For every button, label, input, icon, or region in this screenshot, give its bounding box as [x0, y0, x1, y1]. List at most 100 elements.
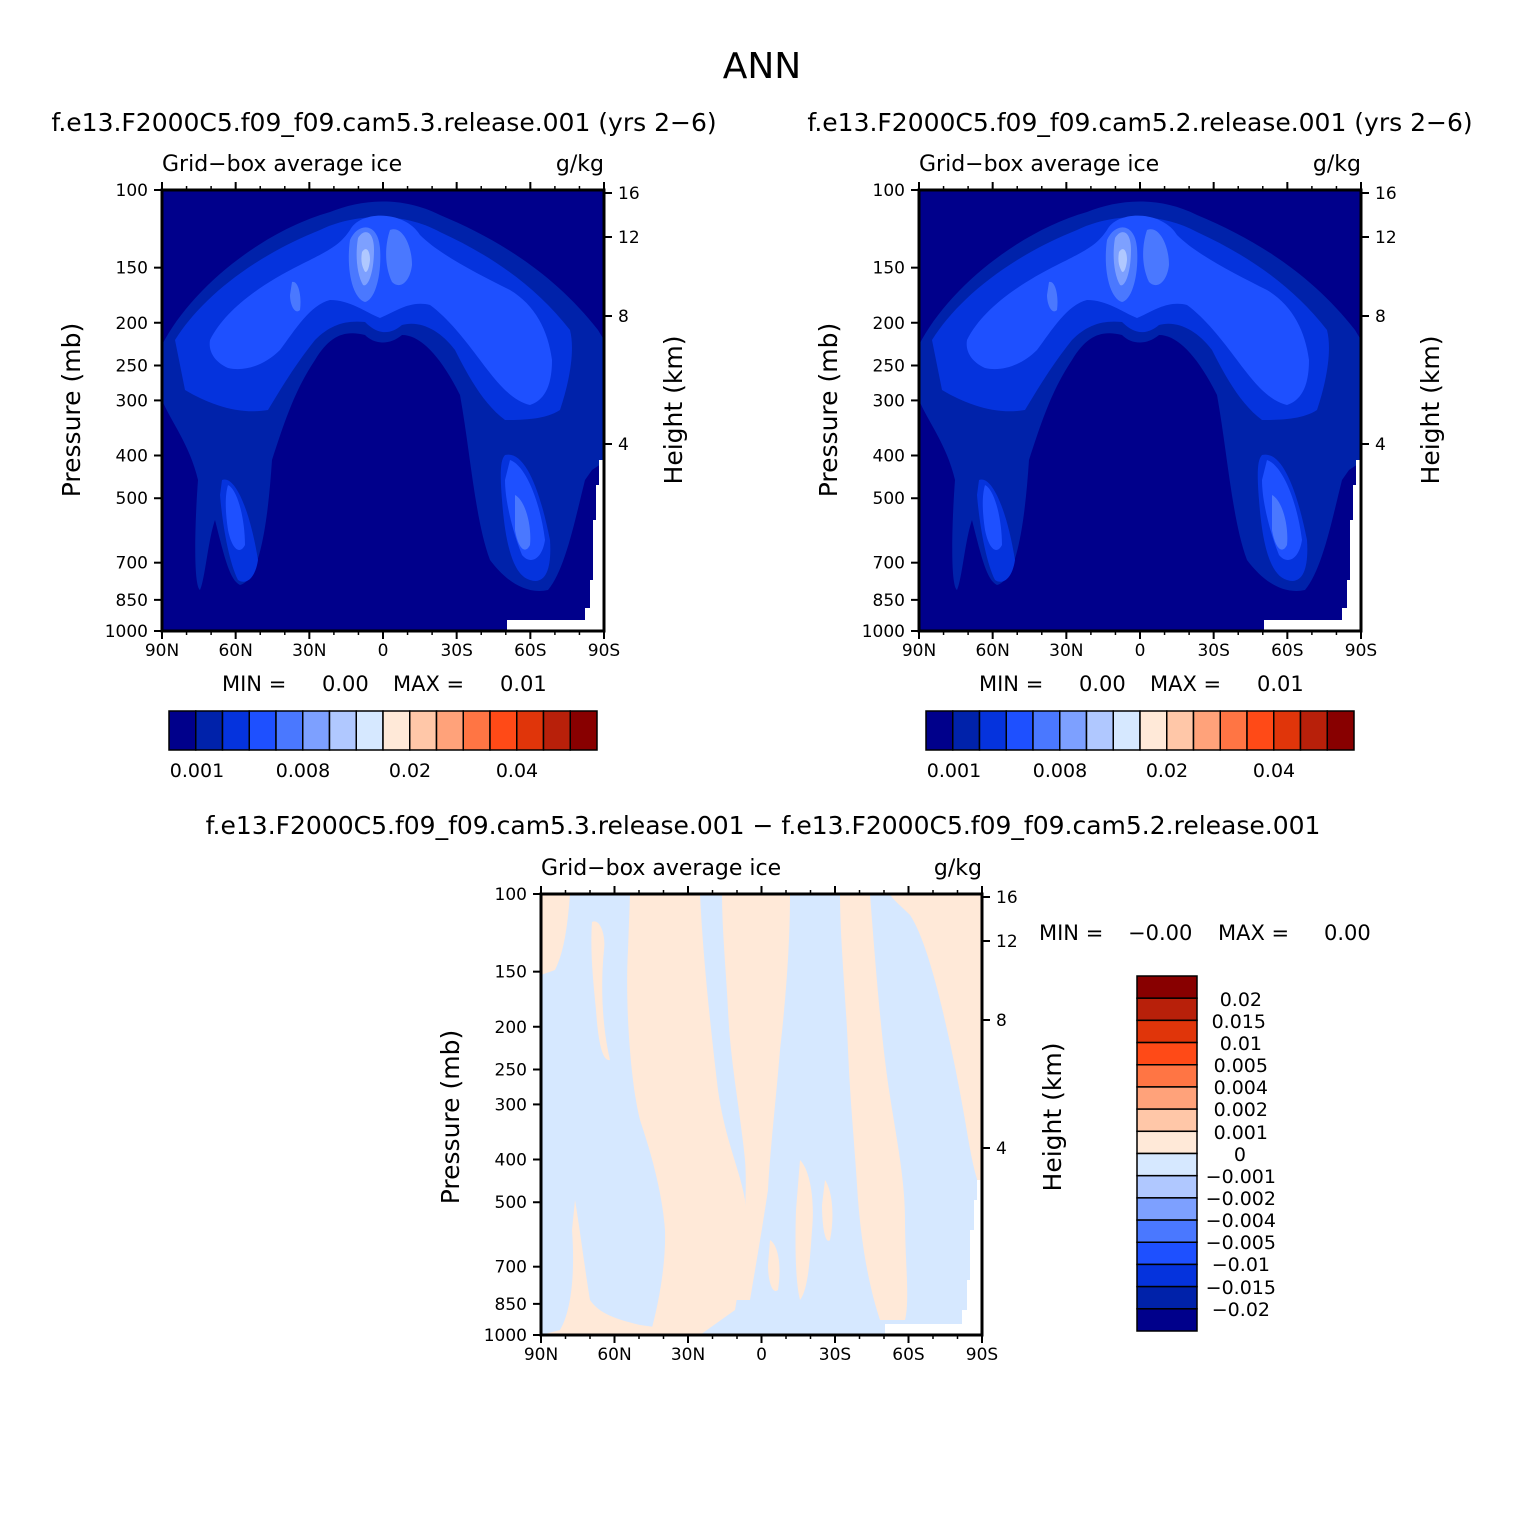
x-tick-label: 90S: [966, 1345, 998, 1365]
x-tick-label: 90S: [588, 641, 620, 661]
panel-3-min-label: MIN =: [1039, 921, 1103, 945]
panel-3-colorbar-label: 0.004: [1214, 1077, 1268, 1099]
x-tick-label: 30N: [671, 1345, 705, 1365]
colorbar-swatch: [1192, 710, 1221, 751]
x-tick-label: 0: [756, 1345, 767, 1365]
panel-1-level-6: [361, 249, 370, 272]
colorbar-swatch: [569, 710, 598, 751]
y2-tick-label: 16: [618, 184, 640, 204]
x-tick-label: 60S: [514, 641, 546, 661]
panel-1-colorbar-label: 0.001: [170, 760, 224, 782]
panel-2-min-label: MIN =: [979, 672, 1043, 696]
panel-2-colorbar-label: 0.04: [1253, 760, 1295, 782]
panel-3-positive-region: [890, 894, 982, 1190]
y2-tick-label: 8: [1375, 307, 1386, 327]
panel-2-units-label: g/kg: [1313, 152, 1361, 177]
colorbar-swatch: [516, 710, 545, 751]
panel-3-colorbar-labels: 0.02 0.015 0.01 0.005 0.004 0.002 0.001 …: [1206, 989, 1276, 1321]
panel-2-contour-field: [919, 190, 1361, 631]
y-tick-label: 250: [495, 1060, 527, 1080]
y-tick-label: 200: [495, 1018, 527, 1038]
y-tick-label: 300: [873, 391, 905, 411]
panel-3-positive-region: [840, 894, 908, 1320]
colorbar-swatch: [409, 710, 438, 751]
panel-3-colorbar-label: −0.015: [1206, 1277, 1276, 1299]
panel-3-colorbar-label: 0.002: [1214, 1099, 1268, 1121]
colorbar-swatch: [1136, 1019, 1198, 1044]
panel-2-case-title: f.e13.F2000C5.f09_f09.cam5.2.release.001…: [807, 108, 1472, 137]
colorbar-swatch: [1059, 710, 1088, 751]
panel-1-variable-label: Grid−box average ice: [162, 152, 402, 177]
colorbar-swatch: [355, 710, 384, 751]
colorbar-swatch: [1139, 710, 1168, 751]
colorbar-swatch: [195, 710, 224, 751]
panel-3-ylabel: Pressure (mb): [436, 1030, 465, 1204]
colorbar-swatch: [275, 710, 304, 751]
y-tick-label: 500: [495, 1193, 527, 1213]
colorbar-swatch: [248, 710, 277, 751]
x-tick-label: 30S: [440, 641, 472, 661]
panel-1-missing-region: [507, 460, 604, 631]
panel-1: f.e13.F2000C5.f09_f09.cam5.3.release.001…: [51, 108, 716, 782]
panel-2-variable-label: Grid−box average ice: [919, 152, 1159, 177]
x-tick-label: 60N: [597, 1345, 631, 1365]
colorbar-swatch: [1136, 997, 1198, 1022]
y-tick-label: 850: [116, 591, 148, 611]
y-tick-label: 1000: [105, 622, 148, 642]
panel-2: f.e13.F2000C5.f09_f09.cam5.2.release.001…: [807, 108, 1472, 782]
colorbar-swatch: [1136, 975, 1198, 999]
colorbar-swatch: [1032, 710, 1061, 751]
x-tick-label: 0: [378, 641, 389, 661]
y2-tick-label: 4: [1375, 435, 1386, 455]
colorbar-swatch: [1299, 710, 1328, 751]
panel-3-y2label: Height (km): [1038, 1043, 1067, 1192]
colorbar-swatch: [1246, 710, 1275, 751]
panel-2-level-6: [1118, 249, 1127, 272]
colorbar-swatch: [1136, 1086, 1198, 1110]
x-tick-label: 60N: [218, 641, 252, 661]
panel-3-colorbar-label: 0.001: [1214, 1122, 1268, 1144]
panel-3-colorbar-label: 0.02: [1220, 989, 1262, 1011]
colorbar-swatch: [1136, 1152, 1198, 1177]
colorbar-swatch: [1085, 710, 1114, 751]
colorbar-swatch: [1136, 1285, 1198, 1310]
panel-3-colorbar: [1136, 975, 1198, 1332]
panel-3-colorbar-label: 0: [1234, 1144, 1246, 1166]
panel-2-y2label: Height (km): [1416, 336, 1445, 485]
panel-3-colorbar-label: −0.01: [1212, 1254, 1270, 1276]
colorbar-swatch: [1136, 1263, 1198, 1288]
panel-2-colorbar-label: 0.02: [1146, 760, 1188, 782]
y-tick-label: 100: [495, 885, 527, 905]
y-tick-label: 400: [116, 447, 148, 467]
y-tick-label: 250: [116, 356, 148, 376]
x-tick-label: 30N: [1049, 641, 1083, 661]
panel-1-colorbar-label: 0.008: [276, 760, 330, 782]
colorbar-swatch: [952, 710, 981, 751]
colorbar-swatch: [1326, 710, 1355, 751]
y-tick-label: 150: [495, 963, 527, 983]
panel-2-ylabel: Pressure (mb): [814, 323, 843, 497]
colorbar-swatch: [1136, 1130, 1198, 1155]
colorbar-swatch: [462, 710, 491, 751]
panel-3-colorbar-label: −0.004: [1206, 1210, 1276, 1232]
panel-3-positive-region: [541, 1200, 700, 1335]
x-tick-label: 30N: [292, 641, 326, 661]
colorbar-swatch: [435, 710, 464, 751]
panel-1-units-label: g/kg: [556, 152, 604, 177]
y-tick-label: 250: [873, 356, 905, 376]
x-tick-label: 30S: [1197, 641, 1229, 661]
panel-2-max-value: 0.01: [1257, 672, 1304, 696]
panel-3-contour-field: [541, 894, 982, 1335]
y2-tick-label: 8: [618, 307, 629, 327]
panel-3-colorbar-label: 0.015: [1212, 1011, 1266, 1033]
colorbar-swatch: [489, 710, 518, 751]
panel-1-y2label: Height (km): [659, 336, 688, 485]
y-tick-label: 400: [873, 447, 905, 467]
y-tick-label: 300: [495, 1095, 527, 1115]
colorbar-swatch: [168, 710, 197, 751]
y-tick-label: 200: [873, 314, 905, 334]
panel-2-colorbar-label: 0.008: [1033, 760, 1087, 782]
